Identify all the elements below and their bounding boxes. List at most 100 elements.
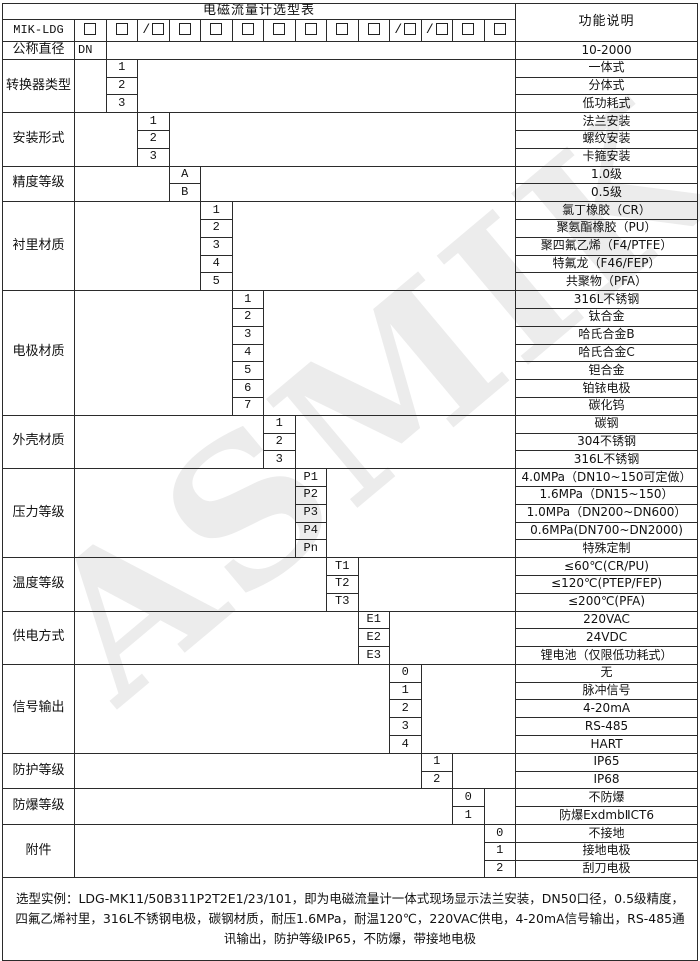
- option-desc: 共聚物（PFA）: [515, 272, 698, 292]
- model-code-box-cell[interactable]: [168, 19, 201, 42]
- model-code-box-cell[interactable]: [231, 19, 264, 42]
- gap-cell: [357, 557, 517, 612]
- gap-cell: [74, 663, 390, 754]
- checkbox-icon: [178, 23, 191, 36]
- group-label: 安装形式: [2, 112, 75, 167]
- gap-cell: [74, 201, 201, 292]
- model-code-box-cell[interactable]: [483, 19, 517, 42]
- gap-cell: [74, 824, 485, 879]
- function-column-header: 功能说明: [515, 3, 698, 42]
- checkbox-icon: [367, 23, 380, 36]
- checkbox-icon: [304, 23, 317, 36]
- option-row: 转换器类型 1 一体式: [2, 58, 698, 114]
- checkbox-icon: [493, 23, 506, 36]
- option-row: 3 RS-485: [3, 717, 698, 737]
- model-code-box-cell[interactable]: [74, 19, 107, 42]
- option-desc: RS-485: [515, 717, 698, 737]
- option-code: B: [168, 183, 201, 203]
- gap-cell: [74, 414, 264, 470]
- option-row: 7 碳化钨: [3, 396, 698, 416]
- option-code: 3: [105, 94, 138, 114]
- option-row: 3 卡箍安装: [3, 147, 698, 167]
- option-desc: 220VAC: [515, 610, 698, 630]
- group-label: 外壳材质: [2, 414, 75, 470]
- option-desc: 钽合金: [515, 361, 698, 381]
- option-row: 2 4-20mA: [3, 699, 698, 719]
- option-row: B 0.5级: [3, 183, 698, 203]
- option-code: 1: [263, 414, 296, 434]
- option-code: 2: [483, 859, 517, 879]
- option-desc: ≤120℃(PTEP/FEP): [515, 574, 698, 594]
- model-code-box-cell[interactable]: [105, 19, 138, 42]
- gap-cell: [74, 788, 453, 826]
- option-code: 1: [137, 112, 170, 131]
- option-code: 3: [137, 147, 170, 167]
- option-row: 4 HART: [3, 735, 698, 754]
- gap-cell: [74, 165, 170, 203]
- option-desc: IP65: [515, 752, 698, 772]
- model-code-box-cell[interactable]: [263, 19, 296, 42]
- option-code: T2: [326, 574, 359, 594]
- option-row: 3 哈氏合金B: [3, 325, 698, 345]
- gap-cell: [483, 788, 517, 826]
- option-code: 4: [200, 254, 233, 274]
- option-desc: 24VDC: [515, 628, 698, 648]
- option-code: 1: [452, 806, 485, 826]
- option-desc: 聚四氟乙烯（F4/PTFE）: [515, 236, 698, 256]
- model-code-box-cell[interactable]: /: [389, 19, 422, 42]
- model-code-box-cell[interactable]: [357, 19, 390, 42]
- slash-separator: /: [142, 22, 151, 38]
- table-title: 电磁流量计选型表: [1, 3, 517, 20]
- slash-separator: /: [425, 22, 434, 38]
- option-row: 附件 0 不接地: [2, 824, 698, 879]
- option-desc: 刮刀电极: [515, 859, 698, 879]
- option-code: DN: [74, 41, 107, 60]
- checkbox-icon: [462, 23, 475, 36]
- option-code: 2: [263, 432, 296, 452]
- model-code-box-cell[interactable]: [452, 19, 485, 42]
- option-desc: 1.0级: [515, 165, 698, 185]
- option-code: 4: [231, 343, 264, 363]
- option-code: Pn: [294, 539, 327, 559]
- option-desc: 铂铱电极: [515, 379, 698, 398]
- option-row: 3 316L不锈钢: [3, 450, 698, 470]
- gap-cell: [420, 663, 517, 754]
- option-desc: 不防爆: [515, 788, 698, 808]
- option-code: E2: [357, 628, 390, 648]
- flowmeter-selection-table: 电磁流量计选型表 功能说明 MIK-LDG / / / 公称直径 DN 10-2000 转…: [1, 3, 698, 961]
- gap-cell: [74, 58, 107, 114]
- option-desc: 卡箍安装: [515, 147, 698, 167]
- option-row: 1 防爆ExdmbⅡCT6: [3, 806, 698, 826]
- group-label: 压力等级: [2, 468, 75, 559]
- gap-cell: [451, 752, 517, 790]
- option-desc: 316L不锈钢: [515, 290, 698, 309]
- model-code-box-cell[interactable]: [326, 19, 359, 42]
- option-code: 1: [231, 290, 264, 309]
- gap-cell: [136, 58, 517, 114]
- option-desc: 4.0MPa（DN10~150可定做）: [515, 468, 698, 487]
- option-code: 1: [389, 681, 422, 701]
- slash-separator: /: [394, 22, 403, 38]
- model-code-box-cell[interactable]: /: [420, 19, 453, 42]
- group-label: 防护等级: [2, 752, 75, 790]
- selection-example-note: 选型实例：LDG-MK11/50B311P2T2E1/23/101，即为电磁流量…: [2, 877, 698, 961]
- option-desc: 氯丁橡胶（CR）: [515, 201, 698, 220]
- option-desc: ≤200℃(PFA): [515, 592, 698, 612]
- model-code-box-cell[interactable]: [200, 19, 233, 42]
- model-code-box-cell[interactable]: /: [137, 19, 170, 42]
- option-desc: 螺纹安装: [515, 129, 698, 149]
- gap-cell: [262, 290, 517, 416]
- gap-cell: [168, 112, 517, 167]
- option-desc: 防爆ExdmbⅡCT6: [515, 806, 698, 826]
- option-row: 1 脉冲信号: [3, 681, 698, 701]
- option-desc: HART: [515, 735, 698, 754]
- option-row: E2 24VDC: [3, 628, 698, 648]
- option-row: 6 铂铱电极: [3, 379, 698, 398]
- option-row: 防护等级 1 IP65: [2, 752, 698, 790]
- option-desc: 304不锈钢: [515, 432, 698, 452]
- option-code: 0: [389, 663, 422, 683]
- option-code: 6: [231, 379, 264, 398]
- option-code: 2: [137, 129, 170, 149]
- option-code: 5: [200, 272, 233, 292]
- model-code-box-cell[interactable]: [294, 19, 327, 42]
